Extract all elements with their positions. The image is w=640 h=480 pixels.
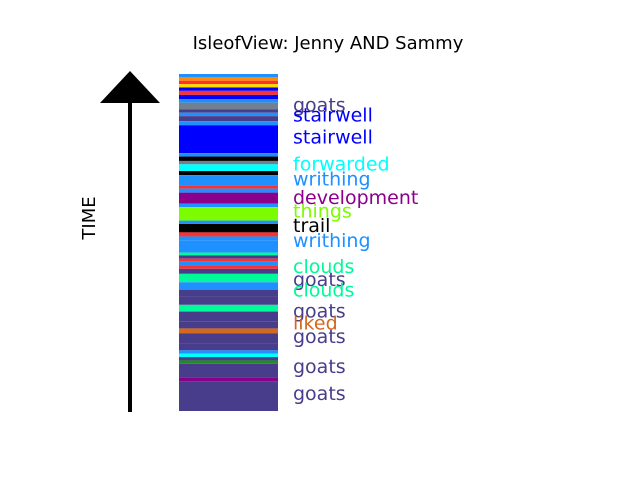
band-misc_red [179,185,278,189]
topic-label: goats [293,301,346,323]
band-goats [179,363,278,378]
band-writhing [179,282,278,290]
band-writhing [179,99,278,103]
band-forwarded [179,164,278,172]
band-writhing [179,240,278,253]
band-goats [179,255,278,259]
topic-label: clouds [293,280,354,302]
topic-label: development [293,187,418,209]
band-stairwell [179,125,278,154]
chart-title: IsleofView: Jenny AND Sammy [193,33,464,54]
topic-label: stairwell [293,104,373,126]
band-writhing [179,153,278,157]
topic-labels: goatsstairwellstairwellforwardedwrithing… [293,94,418,405]
topic-label: things [293,200,352,222]
band-misc_gray [179,160,278,165]
band-writhing [179,261,278,266]
topic-label: stairwell [293,126,373,148]
y-axis-label: TIME [79,196,100,240]
band-writhing [179,121,278,126]
band-goats [179,311,278,322]
band-misc_orange [179,77,278,81]
band-goats [179,109,278,113]
topic-label: goats [293,383,346,405]
band-writhing [179,175,278,186]
topic-label: writhing [293,168,371,190]
band-trail [179,156,278,161]
band-clouds [179,304,278,312]
band-stairwell [179,94,278,100]
band-misc_yellow [179,84,278,88]
topic-label: goats [293,94,346,116]
band-writhing [179,188,278,193]
band-writhing [179,112,278,117]
band-development [179,377,278,382]
band-writhing [179,350,278,354]
band-misc_green [179,360,278,364]
band-forwarded [179,353,278,358]
band-clouds [179,252,278,256]
topic-label: goats [293,326,346,348]
band-misc_red [179,232,278,237]
band-misc_red [179,258,278,262]
band-goats [179,296,278,305]
band-trail [179,223,278,233]
timeline-bands [179,74,278,411]
topic-label: clouds [293,256,354,278]
time-arrow-head [100,71,160,103]
band-goats [179,321,278,329]
band-stairwell [179,87,278,91]
topic-label: forwarded [293,153,390,175]
band-misc_red [179,80,278,85]
band-writhing [179,74,278,78]
topic-label: writhing [293,230,371,252]
band-goats [179,268,278,274]
band-development [179,192,278,204]
topic-label: goats [293,356,346,378]
band-writhing [179,203,278,208]
band-misc_red [179,265,278,269]
band-writhing [179,236,278,241]
band-goats [179,343,278,351]
band-goats [179,333,278,344]
band-liked [179,328,278,334]
band-goats [179,289,278,297]
time-arrow [100,71,160,412]
band-things [179,207,278,221]
band-goats [179,381,278,411]
band-goats [179,116,278,122]
band-trail [179,171,278,176]
band-misc_red [179,90,278,95]
topic-label: trail [293,215,330,237]
topic-label: goats [293,269,346,291]
topic-label: liked [293,313,338,335]
band-goats [179,357,278,361]
band-writhing [179,220,278,224]
band-clouds [179,273,278,283]
band-misc_gray [179,102,278,110]
